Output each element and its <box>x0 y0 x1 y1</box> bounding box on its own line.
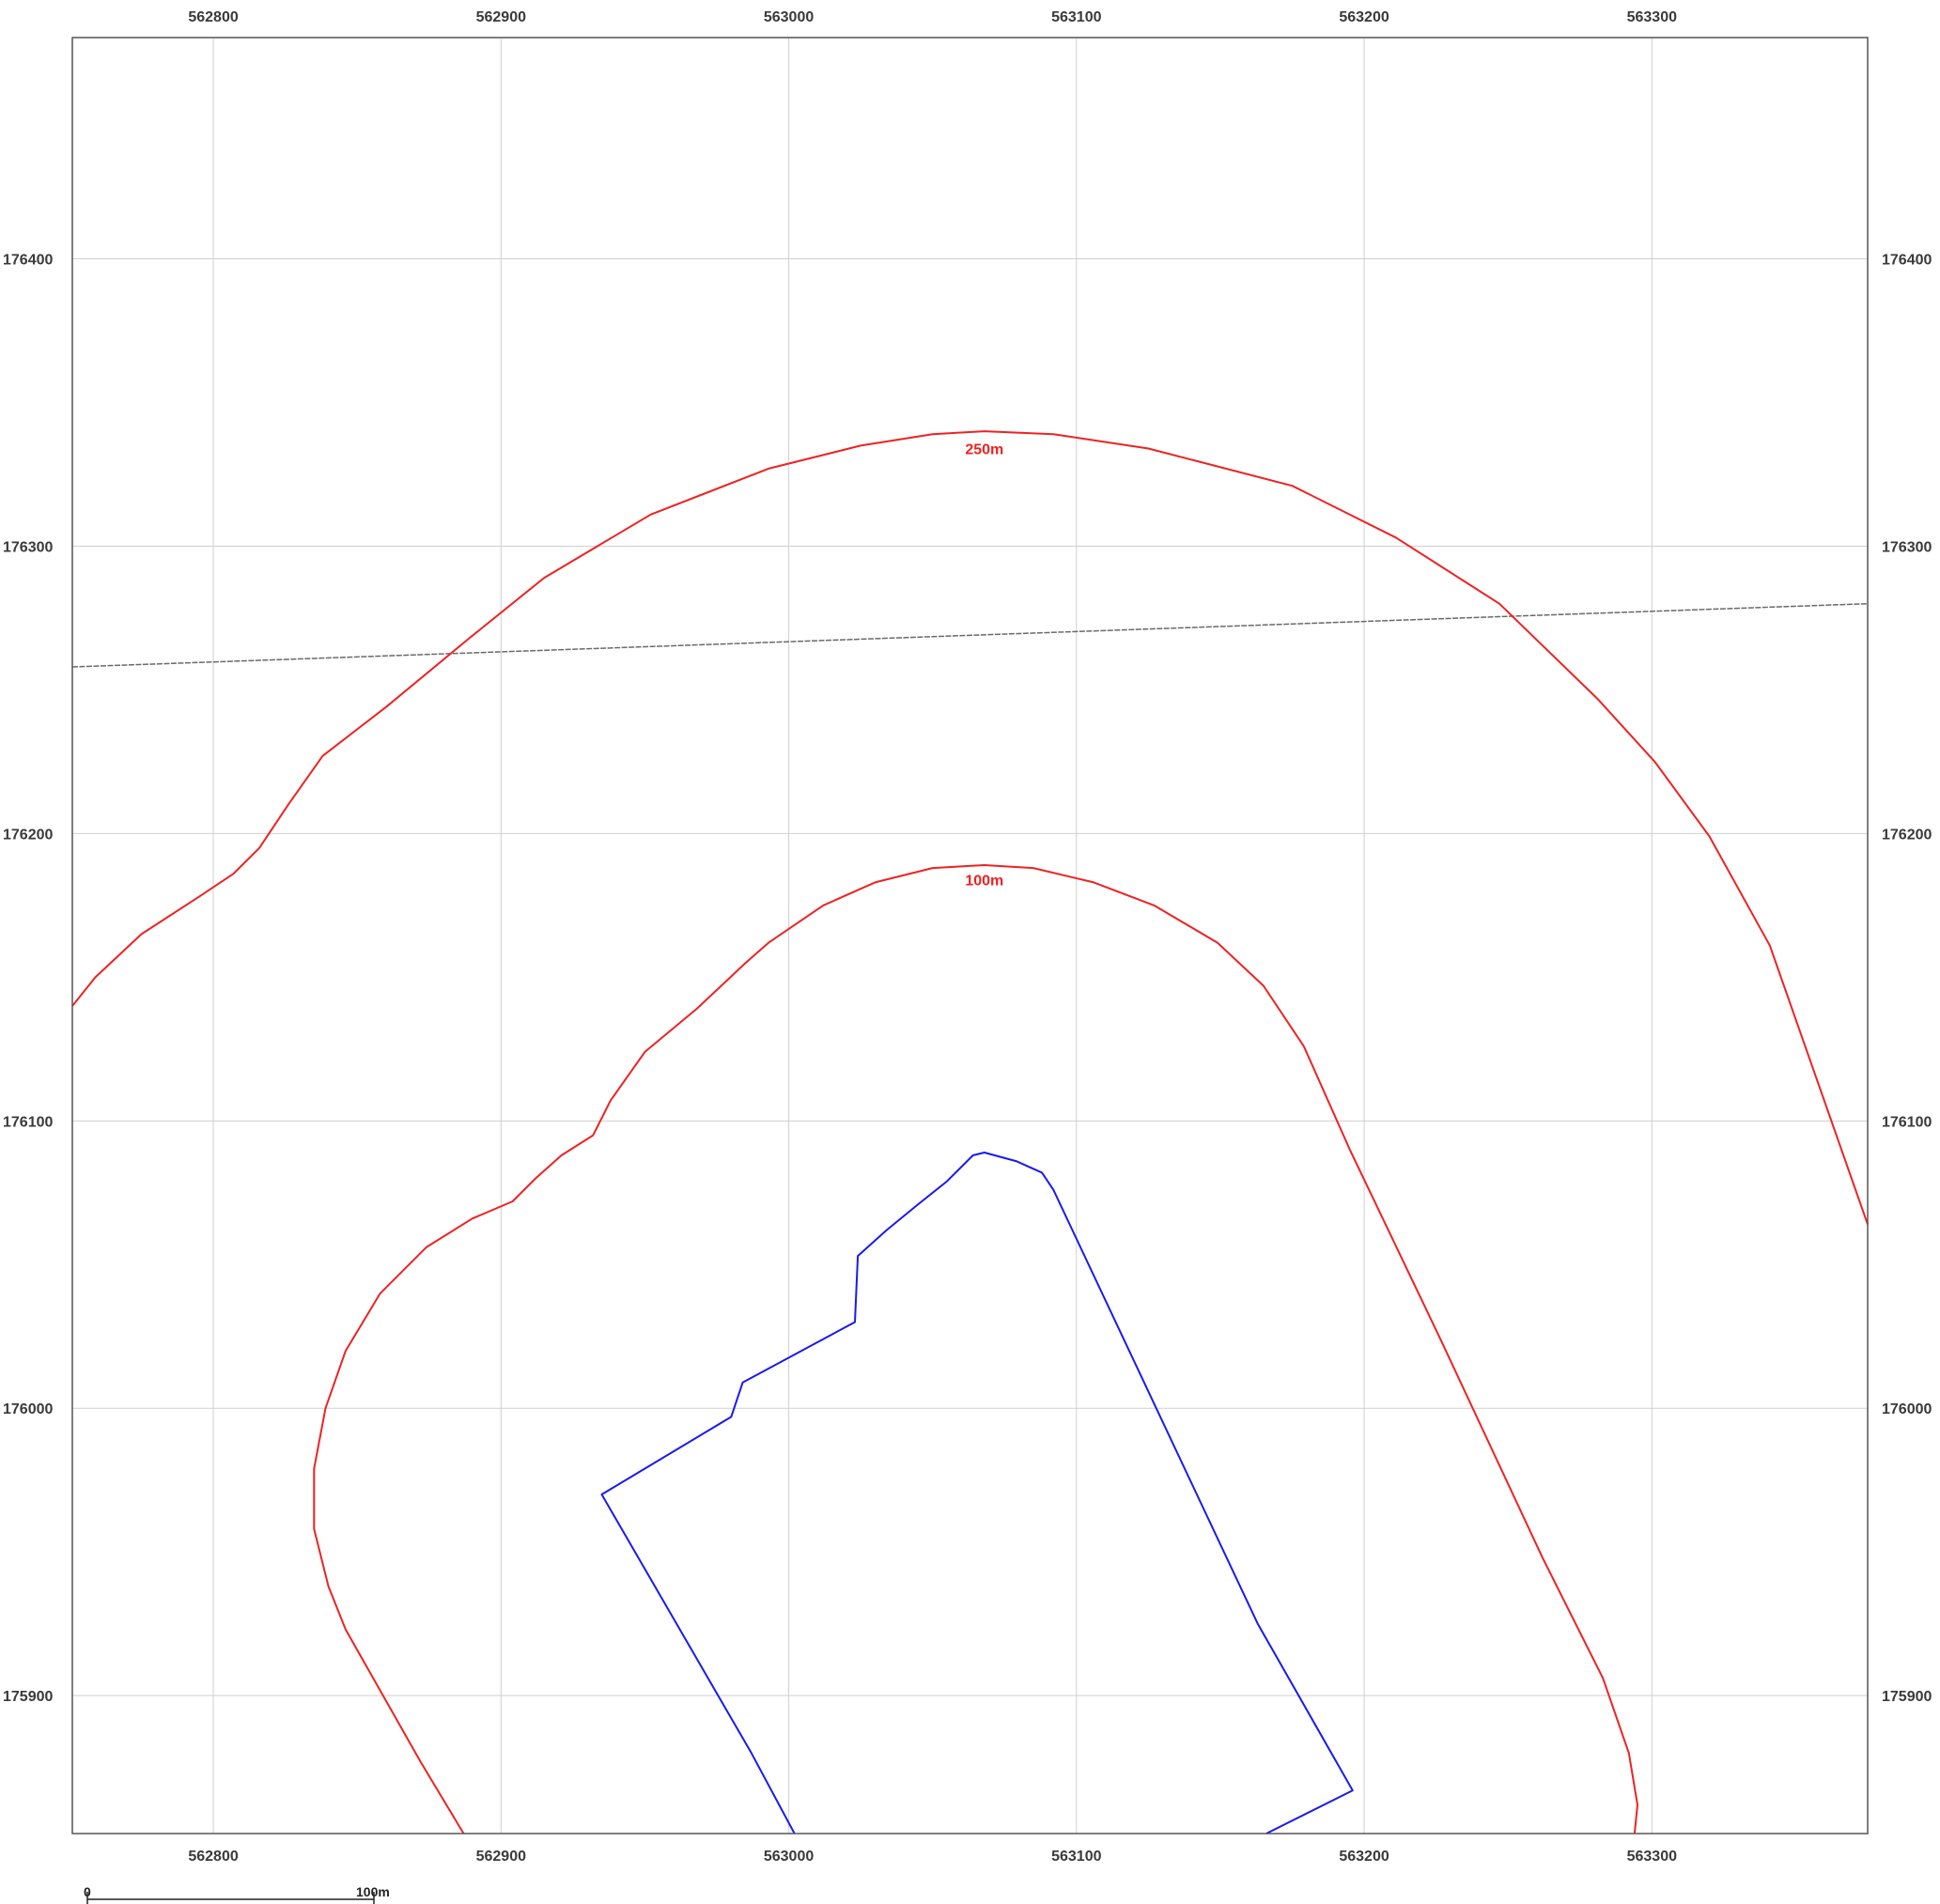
y-tick-label-right: 176300 <box>1882 539 1932 555</box>
y-tick-label-right: 176000 <box>1882 1401 1932 1417</box>
x-tick-label-top: 562800 <box>188 9 238 25</box>
y-tick-label-right: 176200 <box>1882 827 1932 843</box>
x-tick-label-top: 563100 <box>1051 9 1101 25</box>
scale-bar-start-label: 0 <box>84 1884 91 1899</box>
y-tick-label-right: 176100 <box>1882 1114 1932 1130</box>
x-tick-label-top: 563000 <box>764 9 814 25</box>
buffer-250m-line <box>71 430 1869 1225</box>
road-line <box>71 602 1869 668</box>
label-layer: 562800 562800 562900 562900 563000 563000 5631… <box>3 9 1932 1865</box>
x-tick-label-top: 563300 <box>1627 9 1677 25</box>
scale-bar-end-label: 100m <box>356 1884 390 1899</box>
map-frame <box>71 37 1869 1834</box>
y-tick-label-left: 176300 <box>3 539 53 555</box>
y-tick-label-right: 175900 <box>1882 1689 1932 1705</box>
x-tick-label-bottom: 562800 <box>188 1849 238 1865</box>
y-tick-label-left: 176000 <box>3 1401 53 1417</box>
scale-bar: 0 100m <box>84 1884 390 1904</box>
site-boundary-line <box>600 1152 1354 1834</box>
x-tick-label-bottom: 563100 <box>1051 1849 1101 1865</box>
y-tick-label-left: 175900 <box>3 1689 53 1705</box>
y-tick-label-left: 176100 <box>3 1114 53 1130</box>
buffer-100m-label: 100m <box>965 873 1003 889</box>
y-tick-label-left: 176400 <box>3 253 53 269</box>
x-tick-label-top: 562900 <box>476 9 526 25</box>
x-tick-label-bottom: 563200 <box>1339 1849 1389 1865</box>
x-tick-label-bottom: 563000 <box>764 1849 814 1865</box>
x-tick-label-top: 563200 <box>1339 9 1389 25</box>
y-tick-label-right: 176400 <box>1882 253 1932 269</box>
grid-layer <box>72 38 1868 1834</box>
x-tick-label-bottom: 563300 <box>1627 1849 1677 1865</box>
y-tick-label-left: 176200 <box>3 827 53 843</box>
buffer-100m-line <box>313 864 1638 1834</box>
buffer-250m-label: 250m <box>965 441 1003 457</box>
x-tick-label-bottom: 562900 <box>476 1849 526 1865</box>
feature-layer <box>71 430 1869 1834</box>
